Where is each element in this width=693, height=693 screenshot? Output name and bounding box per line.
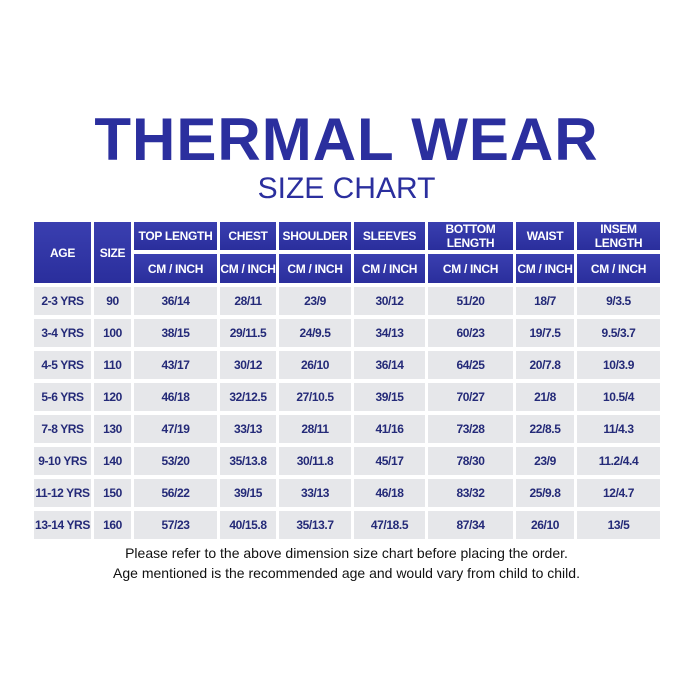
measurement-cell: 36/14 (134, 287, 217, 315)
age-cell: 9-10 YRS (34, 447, 91, 475)
measurement-cell: 10/3.9 (577, 351, 660, 379)
measurement-cell: 57/23 (134, 511, 217, 539)
column-header: TOP LENGTH (134, 222, 217, 250)
unit-header: CM / INCH (220, 254, 276, 283)
column-header: SLEEVES (354, 222, 425, 250)
measurement-cell: 22/8.5 (516, 415, 574, 443)
measurement-cell: 41/16 (354, 415, 425, 443)
measurement-cell: 18/7 (516, 287, 574, 315)
unit-header: CM / INCH (279, 254, 351, 283)
age-cell: 2-3 YRS (34, 287, 91, 315)
size-cell: 100 (94, 319, 131, 347)
size-cell: 150 (94, 479, 131, 507)
unit-header: CM / INCH (134, 254, 217, 283)
measurement-cell: 21/8 (516, 383, 574, 411)
measurement-cell: 70/27 (428, 383, 513, 411)
size-cell: 90 (94, 287, 131, 315)
measurement-cell: 47/19 (134, 415, 217, 443)
measurement-cell: 33/13 (279, 479, 351, 507)
unit-header: CM / INCH (354, 254, 425, 283)
page-subtitle: SIZE CHART (257, 172, 436, 205)
age-cell: 13-14 YRS (34, 511, 91, 539)
age-cell: 7-8 YRS (34, 415, 91, 443)
measurement-cell: 60/23 (428, 319, 513, 347)
measurement-cell: 40/15.8 (220, 511, 276, 539)
measurement-cell: 56/22 (134, 479, 217, 507)
age-cell: 5-6 YRS (34, 383, 91, 411)
measurement-cell: 73/28 (428, 415, 513, 443)
measurement-cell: 47/18.5 (354, 511, 425, 539)
column-header: SIZE (94, 222, 131, 283)
measurement-cell: 64/25 (428, 351, 513, 379)
measurement-cell: 26/10 (516, 511, 574, 539)
measurement-cell: 87/34 (428, 511, 513, 539)
page-title: THERMAL WEAR (94, 106, 599, 173)
unit-header: CM / INCH (516, 254, 574, 283)
measurement-cell: 83/32 (428, 479, 513, 507)
measurement-cell: 20/7.8 (516, 351, 574, 379)
measurement-cell: 10.5/4 (577, 383, 660, 411)
measurement-cell: 35/13.7 (279, 511, 351, 539)
measurement-cell: 39/15 (220, 479, 276, 507)
column-header: SHOULDER (279, 222, 351, 250)
measurement-cell: 12/4.7 (577, 479, 660, 507)
measurement-cell: 11/4.3 (577, 415, 660, 443)
measurement-cell: 33/13 (220, 415, 276, 443)
measurement-cell: 26/10 (279, 351, 351, 379)
column-header: INSEM LENGTH (577, 222, 660, 250)
measurement-cell: 36/14 (354, 351, 425, 379)
note-line-2: Age mentioned is the recommended age and… (113, 565, 580, 581)
measurement-cell: 13/5 (577, 511, 660, 539)
column-header: CHEST (220, 222, 276, 250)
measurement-cell: 43/17 (134, 351, 217, 379)
size-cell: 160 (94, 511, 131, 539)
measurement-cell: 30/12 (354, 287, 425, 315)
measurement-cell: 25/9.8 (516, 479, 574, 507)
measurement-cell: 24/9.5 (279, 319, 351, 347)
measurement-cell: 46/18 (134, 383, 217, 411)
unit-header: CM / INCH (428, 254, 513, 283)
measurement-cell: 34/13 (354, 319, 425, 347)
size-chart-table: AGE SIZE TOP LENGTH CM / INCH CHEST CM / INCH… (34, 222, 660, 539)
measurement-cell: 35/13.8 (220, 447, 276, 475)
measurement-cell: 28/11 (220, 287, 276, 315)
size-cell: 120 (94, 383, 131, 411)
measurement-cell: 39/15 (354, 383, 425, 411)
size-cell: 130 (94, 415, 131, 443)
age-cell: 3-4 YRS (34, 319, 91, 347)
size-cell: 110 (94, 351, 131, 379)
measurement-cell: 11.2/4.4 (577, 447, 660, 475)
measurement-cell: 29/11.5 (220, 319, 276, 347)
measurement-cell: 9/3.5 (577, 287, 660, 315)
column-header: AGE (34, 222, 91, 283)
size-cell: 140 (94, 447, 131, 475)
column-header: WAIST (516, 222, 574, 250)
unit-header: CM / INCH (577, 254, 660, 283)
column-header: BOTTOM LENGTH (428, 222, 513, 250)
measurement-cell: 28/11 (279, 415, 351, 443)
measurement-cell: 32/12.5 (220, 383, 276, 411)
measurement-cell: 78/30 (428, 447, 513, 475)
measurement-cell: 30/11.8 (279, 447, 351, 475)
measurement-cell: 27/10.5 (279, 383, 351, 411)
measurement-cell: 23/9 (279, 287, 351, 315)
measurement-cell: 45/17 (354, 447, 425, 475)
measurement-cell: 46/18 (354, 479, 425, 507)
age-cell: 11-12 YRS (34, 479, 91, 507)
note-line-1: Please refer to the above dimension size… (125, 545, 568, 561)
measurement-cell: 53/20 (134, 447, 217, 475)
measurement-cell: 38/15 (134, 319, 217, 347)
age-cell: 4-5 YRS (34, 351, 91, 379)
measurement-cell: 23/9 (516, 447, 574, 475)
measurement-cell: 30/12 (220, 351, 276, 379)
measurement-cell: 9.5/3.7 (577, 319, 660, 347)
measurement-cell: 51/20 (428, 287, 513, 315)
measurement-cell: 19/7.5 (516, 319, 574, 347)
